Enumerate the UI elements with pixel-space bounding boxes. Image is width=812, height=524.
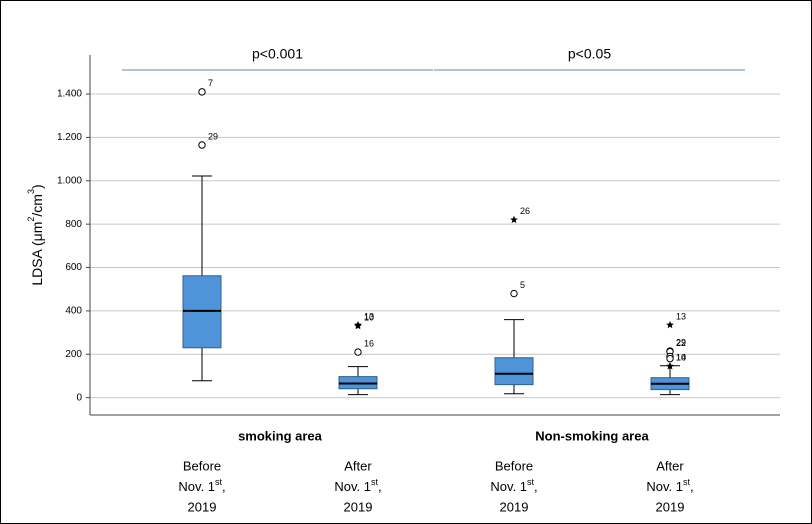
group-label: Non-smoking area [535, 428, 649, 443]
y-axis-label: LDSA (μm2/cm3) [26, 184, 44, 285]
outlier [198, 88, 206, 96]
category-label-part: st [215, 477, 223, 487]
y-tick-label: 600 [65, 262, 82, 273]
category-label-part: Nov. 1 [334, 479, 371, 494]
category-label-part: , [378, 479, 382, 494]
y-tick-label: 200 [65, 349, 82, 360]
category-label: Nov. 1st, [334, 477, 381, 494]
category-label-part: , [690, 479, 694, 494]
outlier [666, 354, 674, 363]
outlier-label: 5 [520, 280, 525, 290]
category-label-part: , [534, 479, 538, 494]
y-tick-label: 1.200 [57, 132, 82, 143]
category-label-part: st [371, 477, 379, 487]
outlier-star [666, 321, 674, 329]
y-axis-label-part: /cm [29, 194, 45, 217]
outlier-label: 26 [520, 206, 530, 216]
outlier-label: 29 [676, 337, 686, 347]
y-axis-label-part: LDSA (μm [29, 222, 45, 286]
significance-label: p<0.001 [252, 46, 303, 62]
group-label: smoking area [238, 428, 323, 443]
category-label: Nov. 1st, [490, 477, 537, 494]
y-tick-label: 0 [76, 392, 82, 403]
outlier-label: 10 [676, 353, 686, 363]
category-label: After [344, 458, 372, 473]
outlier-star [354, 322, 362, 330]
outlier-label: 16 [364, 338, 374, 348]
category-label-part: st [683, 477, 691, 487]
category-label-part: Nov. 1 [490, 479, 527, 494]
outlier [354, 348, 362, 356]
category-label: Before [495, 458, 533, 473]
outlier-label: 13 [364, 311, 374, 321]
category-label: 2019 [344, 499, 373, 514]
outlier [510, 289, 518, 298]
significance-label: p<0.05 [568, 46, 611, 62]
y-tick-label: 400 [65, 306, 82, 317]
category-label: Nov. 1st, [178, 477, 225, 494]
outlier-label: 10 [364, 312, 374, 322]
outlier-star [666, 362, 674, 370]
category-label: After [656, 458, 684, 473]
outlier-label: 13 [676, 311, 686, 321]
category-label-part: st [527, 477, 535, 487]
category-label: 2019 [500, 499, 529, 514]
outlier [198, 141, 206, 149]
y-axis-label-part: ) [29, 184, 45, 189]
outlier-label: 22 [676, 338, 686, 348]
category-label: 2019 [656, 499, 685, 514]
y-axis-label-part: 3 [26, 189, 36, 194]
category-label: Nov. 1st, [646, 477, 693, 494]
category-label-part: Nov. 1 [178, 479, 215, 494]
y-tick-label: 800 [65, 219, 82, 230]
outlier-label: 14 [676, 353, 686, 363]
category-label-part: Nov. 1 [646, 479, 683, 494]
box [494, 357, 534, 386]
y-tick-label: 1.400 [57, 89, 82, 100]
y-tick-label: 1.000 [57, 175, 82, 186]
category-label: 2019 [188, 499, 217, 514]
category-label-part: , [222, 479, 226, 494]
outlier-star [510, 215, 518, 224]
category-label: Before [183, 458, 221, 473]
y-axis-label-part: 2 [26, 217, 36, 222]
outlier-label: 7 [208, 78, 213, 88]
outlier-label: 29 [208, 131, 218, 141]
